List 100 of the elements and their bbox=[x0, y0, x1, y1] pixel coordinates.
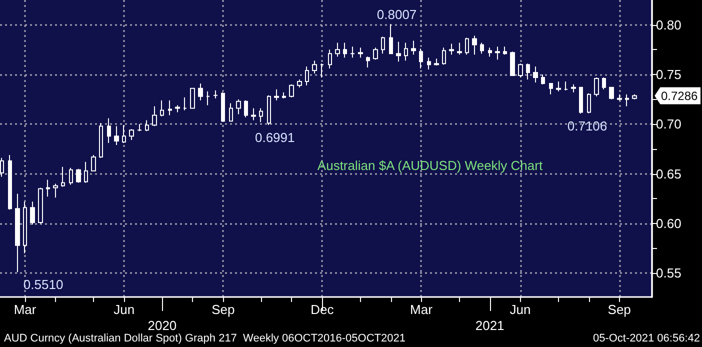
candlestick bbox=[556, 80, 561, 92]
annotation: 0.5510 bbox=[23, 277, 64, 292]
candlestick bbox=[632, 94, 637, 100]
candlestick bbox=[594, 76, 599, 97]
candlestick bbox=[602, 76, 606, 90]
candlestick bbox=[442, 47, 446, 66]
candlestick bbox=[198, 82, 203, 101]
candlestick bbox=[129, 128, 134, 141]
candlestick bbox=[145, 120, 149, 132]
x-tick-label: Mar bbox=[410, 302, 434, 317]
candlestick bbox=[549, 82, 553, 95]
candlestick bbox=[510, 51, 515, 76]
y-tick-label: 0.60 bbox=[656, 216, 682, 231]
candlestick bbox=[320, 63, 324, 78]
candlestick bbox=[190, 88, 195, 109]
candlestick bbox=[587, 92, 591, 114]
candlestick bbox=[15, 193, 20, 273]
candlestick bbox=[457, 42, 462, 56]
candlestick bbox=[526, 63, 530, 80]
candlestick bbox=[206, 90, 210, 106]
candlestick bbox=[518, 63, 523, 78]
x-tick-label: Sep bbox=[608, 302, 631, 317]
y-tick-label: 0.75 bbox=[656, 67, 682, 82]
candlestick bbox=[76, 168, 81, 184]
candlestick bbox=[503, 46, 507, 56]
x-tick-label: Dec bbox=[310, 302, 334, 317]
candlestick bbox=[366, 56, 370, 68]
y-tick-label: 0.65 bbox=[656, 166, 682, 182]
candlestick bbox=[8, 154, 12, 210]
candlestick bbox=[282, 92, 286, 99]
candlestick bbox=[571, 84, 576, 93]
candlestick bbox=[434, 58, 439, 66]
annotation: 0.7106 bbox=[567, 118, 608, 134]
candlestick bbox=[122, 124, 126, 144]
x2-tick-label: 2021 bbox=[475, 318, 504, 333]
candlestick bbox=[69, 167, 73, 186]
candlestick bbox=[312, 60, 317, 74]
candlestick bbox=[61, 166, 65, 188]
candlestick bbox=[114, 126, 119, 146]
candlestick bbox=[488, 47, 492, 58]
candlestick bbox=[53, 183, 58, 198]
candlestick bbox=[396, 41, 401, 62]
candlestick bbox=[183, 96, 187, 111]
candlestick bbox=[160, 100, 164, 117]
candlestick bbox=[221, 92, 225, 122]
candlestick bbox=[404, 42, 408, 62]
candlestick bbox=[152, 106, 157, 127]
candlestick bbox=[625, 94, 629, 107]
candlestick bbox=[472, 35, 477, 56]
text: AUD Curncy (Australian Dollar Spot) Graph 217 Weekly 06OCT2016-05OCT2021 bbox=[4, 332, 406, 344]
candlestick bbox=[419, 48, 423, 70]
candlestick bbox=[267, 94, 271, 126]
annotation: 0.6991 bbox=[254, 130, 295, 146]
candlestick bbox=[373, 47, 378, 60]
x2-tick-label: 2020 bbox=[148, 318, 177, 333]
candlestick bbox=[350, 46, 355, 58]
candlestick bbox=[259, 108, 263, 123]
y-tick-label: 0.80 bbox=[656, 17, 682, 32]
x-tick-label: Sep bbox=[212, 302, 235, 317]
candlestick bbox=[328, 49, 332, 70]
candlestick bbox=[617, 94, 622, 101]
candlestick bbox=[579, 86, 583, 114]
candlestick bbox=[236, 98, 241, 115]
text: 05-Oct-2021 06:56:42 bbox=[592, 332, 700, 344]
candlestick bbox=[480, 42, 484, 54]
candlestick bbox=[99, 122, 103, 158]
candlestick bbox=[23, 201, 27, 254]
candlestick bbox=[305, 66, 309, 86]
candlestick bbox=[495, 46, 500, 60]
candlestick bbox=[289, 84, 294, 98]
candlestick bbox=[411, 40, 416, 56]
candlestick bbox=[229, 102, 233, 122]
annotation: 0.8007 bbox=[376, 7, 417, 22]
candlestick bbox=[30, 201, 35, 225]
candlestick bbox=[609, 86, 614, 100]
candlestick bbox=[335, 42, 340, 58]
text: Australian $A (AUDUSD) Weekly Chart bbox=[317, 158, 543, 173]
candlestick bbox=[213, 90, 218, 99]
x-tick-label: Jun bbox=[510, 302, 531, 317]
candlestick bbox=[427, 57, 431, 70]
candlestick bbox=[107, 118, 111, 144]
candlestick bbox=[533, 66, 538, 83]
candlestick bbox=[168, 100, 172, 116]
candlestick bbox=[297, 78, 302, 88]
candlestick bbox=[358, 47, 363, 58]
candlestick bbox=[564, 80, 568, 91]
candlestick bbox=[343, 42, 347, 58]
candlestick bbox=[541, 74, 545, 85]
y-tick-label: 0.55 bbox=[656, 266, 682, 281]
candlestick bbox=[91, 154, 96, 172]
candlestick bbox=[449, 43, 454, 56]
candlestick bbox=[389, 24, 393, 54]
candlestick bbox=[251, 108, 256, 121]
candlestick bbox=[381, 36, 385, 54]
candlestick bbox=[46, 179, 50, 198]
y-tick-label: 0.70 bbox=[656, 116, 682, 132]
candlestick bbox=[465, 37, 469, 56]
x-tick-label: Jun bbox=[114, 302, 135, 317]
candlestick bbox=[38, 187, 43, 224]
x-tick-label: Mar bbox=[14, 302, 37, 317]
